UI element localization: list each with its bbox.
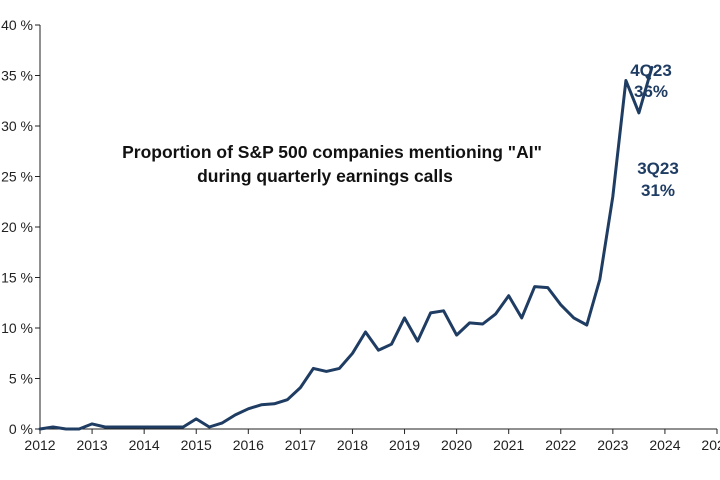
y-tick-label: 30 % bbox=[1, 118, 33, 134]
annotation-4q23: 4Q23 36% bbox=[630, 61, 672, 101]
y-tick-label: 20 % bbox=[1, 219, 33, 235]
series-group bbox=[38, 65, 654, 431]
x-tick-label: 2021 bbox=[493, 437, 524, 453]
x-tick-label: 2022 bbox=[545, 437, 576, 453]
x-tick-label: 2014 bbox=[129, 437, 160, 453]
x-tick-label: 2019 bbox=[389, 437, 420, 453]
x-tick-label: 2017 bbox=[285, 437, 316, 453]
chart-title-line-1: Proportion of S&P 500 companies mentioni… bbox=[122, 142, 542, 162]
y-tick-label: 15 % bbox=[1, 270, 33, 286]
x-tick-label: 2025 bbox=[701, 437, 720, 453]
y-tick-label: 10 % bbox=[1, 320, 33, 336]
annotation-4q23-label: 4Q23 bbox=[630, 61, 672, 80]
annotation-3q23: 3Q23 31% bbox=[637, 159, 679, 200]
y-tick-label: 35 % bbox=[1, 68, 33, 84]
y-tick-label: 25 % bbox=[1, 169, 33, 185]
y-axis: 0 % 5 % 10 % 15 % 20 % 25 % 30 % 35 % 40 % bbox=[1, 17, 41, 437]
x-tick-label: 2020 bbox=[441, 437, 472, 453]
chart-title-line-2: during quarterly earnings calls bbox=[197, 166, 453, 186]
annotation-3q23-value: 31% bbox=[641, 181, 675, 200]
x-tick-label: 2016 bbox=[233, 437, 264, 453]
y-tick-label: 5 % bbox=[9, 371, 33, 387]
annotation-3q23-label: 3Q23 bbox=[637, 159, 679, 178]
y-tick-label: 0 % bbox=[9, 421, 33, 437]
x-tick-label: 2024 bbox=[649, 437, 680, 453]
x-tick-label: 2012 bbox=[24, 437, 55, 453]
x-axis: 2012 2013 2014 2015 2016 2017 2018 2019 2020 2021… bbox=[24, 428, 720, 453]
x-tick-label: 2013 bbox=[76, 437, 107, 453]
x-tick-label: 2018 bbox=[337, 437, 368, 453]
x-tick-label: 2023 bbox=[597, 437, 628, 453]
x-tick-label: 2015 bbox=[181, 437, 212, 453]
y-tick-label: 40 % bbox=[1, 17, 33, 33]
series-line bbox=[38, 65, 654, 431]
annotation-4q23-value: 36% bbox=[634, 82, 668, 101]
